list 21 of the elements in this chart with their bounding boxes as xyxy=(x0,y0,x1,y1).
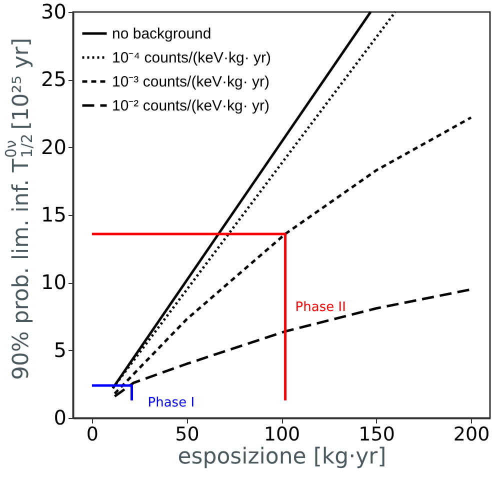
x-axis-title: esposizione [kg·yr] xyxy=(178,444,386,470)
x-tick-label: 150 xyxy=(358,424,395,446)
annotation: Phase II xyxy=(295,300,346,316)
x-tick-label: 50 xyxy=(175,424,200,446)
annotation: Phase I xyxy=(148,395,195,410)
y-tick-label: 25 xyxy=(41,67,66,92)
x-tick-label: 0 xyxy=(86,424,98,446)
y-tick-label: 20 xyxy=(41,134,66,159)
y-tick-label: 0 xyxy=(54,406,66,430)
legend-label: 10⁻⁴ counts/(keV·kg· yr) xyxy=(112,50,271,66)
y-tick-label: 10 xyxy=(41,270,66,294)
legend-label: 10⁻² counts/(keV·kg· yr) xyxy=(112,98,270,114)
legend-label: 10⁻³ counts/(keV·kg· yr) xyxy=(112,74,270,90)
y-tick-label: 30 xyxy=(41,0,66,24)
legend-label: no background xyxy=(112,26,212,42)
y-axis-title: 90% prob. lim. inf. T0ν1/2 [10²⁵ yr] xyxy=(2,38,36,380)
line-series xyxy=(113,116,472,395)
x-tick-label: 200 xyxy=(453,424,490,446)
y-tick-label: 15 xyxy=(41,202,66,226)
y-tick-label: 5 xyxy=(54,338,66,362)
x-tick-label: 100 xyxy=(264,424,300,446)
